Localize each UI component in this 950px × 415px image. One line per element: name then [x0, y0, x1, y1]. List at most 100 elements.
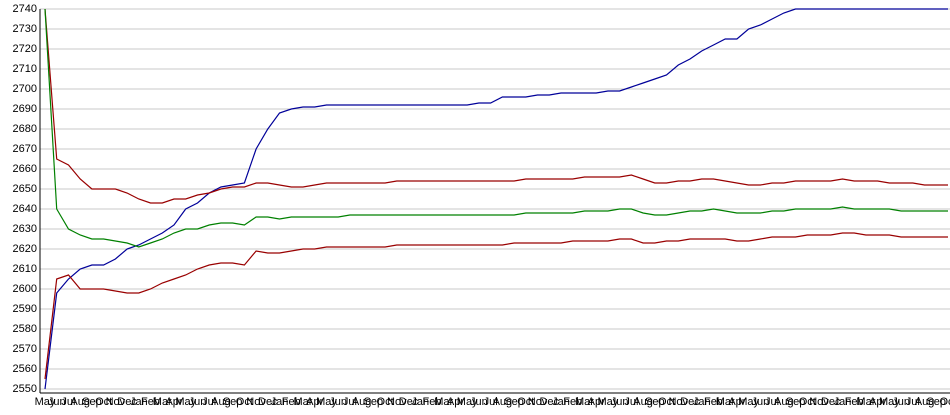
x-tick-label: May — [175, 396, 196, 408]
x-tick-label: Mar — [153, 396, 172, 408]
x-tick-label: Dec — [399, 396, 419, 408]
x-tick-label: Feb — [845, 396, 864, 408]
series-line — [44, 8, 948, 248]
x-tick-label: May — [316, 396, 337, 408]
x-tick-label: Apr — [447, 396, 464, 408]
x-tick-label: Jun — [611, 396, 629, 408]
x-tick-label: Sep — [82, 396, 102, 408]
x-tick-label: Jun — [329, 396, 347, 408]
x-tick-label: Jul — [624, 396, 638, 408]
x-tick-label: Aug — [211, 396, 231, 408]
x-tick-label: Dec — [680, 396, 700, 408]
x-tick-label: Oct — [658, 396, 675, 408]
x-tick-label: Mar — [434, 396, 453, 408]
x-tick-label: May — [598, 396, 619, 408]
x-tick-label: May — [35, 396, 56, 408]
x-tick-label: Apr — [588, 396, 605, 408]
x-tick-label: Jul — [343, 396, 357, 408]
y-tick-label: 2710 — [13, 63, 37, 75]
x-tick-label: Oct — [799, 396, 816, 408]
x-tick-label: Aug — [352, 396, 372, 408]
x-tick-label: Nov — [106, 396, 126, 408]
y-tick-label: 2720 — [13, 43, 37, 55]
x-tick-label: Feb — [423, 396, 442, 408]
y-tick-label: 2570 — [13, 343, 37, 355]
y-tick-label: 2600 — [13, 283, 37, 295]
x-tick-label: Jul — [484, 396, 498, 408]
x-tick-label: Nov — [387, 396, 407, 408]
x-tick-label: Aug — [70, 396, 90, 408]
y-tick-label: 2730 — [13, 23, 37, 35]
x-tick-label: Apr — [728, 396, 745, 408]
x-tick-label: Jul — [765, 396, 779, 408]
y-tick-label: 2690 — [13, 103, 37, 115]
y-tick-label: 2700 — [13, 83, 37, 95]
y-tick-label: 2670 — [13, 143, 37, 155]
y-tick-label: 2660 — [13, 163, 37, 175]
x-tick-label: May — [457, 396, 478, 408]
x-tick-label: May — [879, 396, 900, 408]
x-tick-label: Jul — [202, 396, 216, 408]
x-tick-label: Jun — [470, 396, 488, 408]
x-tick-label: Aug — [915, 396, 935, 408]
y-tick-label: 2680 — [13, 123, 37, 135]
x-tick-label: Apr — [869, 396, 886, 408]
x-tick-label: Apr — [306, 396, 323, 408]
x-tick-label: Dec — [821, 396, 841, 408]
y-tick-label: 2560 — [13, 363, 37, 375]
x-tick-label: Nov — [809, 396, 829, 408]
y-tick-label: 2550 — [13, 383, 37, 395]
x-tick-label: Sep — [504, 396, 524, 408]
y-tick-label: 2630 — [13, 223, 37, 235]
x-tick-label: Jan — [552, 396, 570, 408]
x-tick-label: Jan — [411, 396, 429, 408]
x-tick-label: Mar — [716, 396, 735, 408]
x-tick-label: Jan — [130, 396, 148, 408]
x-tick-label: Oct — [236, 396, 253, 408]
series-line — [44, 8, 948, 390]
x-tick-label: Jan — [834, 396, 852, 408]
x-tick-label: Sep — [364, 396, 384, 408]
x-tick-label: Feb — [282, 396, 301, 408]
y-tick-label: 2650 — [13, 183, 37, 195]
x-tick-label: Mar — [575, 396, 594, 408]
x-tick-label: Apr — [165, 396, 182, 408]
x-tick-label: Mar — [856, 396, 875, 408]
x-tick-label: Jun — [751, 396, 769, 408]
x-tick-label: Feb — [563, 396, 582, 408]
x-tick-label: Feb — [141, 396, 160, 408]
x-tick-label: Aug — [493, 396, 513, 408]
x-tick-label: Feb — [704, 396, 723, 408]
x-tick-label: Nov — [246, 396, 266, 408]
x-tick-label: Jan — [693, 396, 711, 408]
x-tick-label: Sep — [786, 396, 806, 408]
y-tick-label: 2620 — [13, 243, 37, 255]
x-tick-label: Oct — [939, 396, 950, 408]
y-tick-label: 2590 — [13, 303, 37, 315]
x-tick-label: Jun — [892, 396, 910, 408]
x-tick-label: Aug — [633, 396, 653, 408]
x-tick-label: Oct — [377, 396, 394, 408]
y-tick-label: 2580 — [13, 323, 37, 335]
x-tick-label: Jan — [271, 396, 289, 408]
series-line — [44, 232, 948, 380]
x-tick-label: Mar — [294, 396, 313, 408]
x-tick-label: Jul — [61, 396, 75, 408]
x-tick-label: Sep — [645, 396, 665, 408]
x-tick-label: Dec — [539, 396, 559, 408]
x-tick-label: Dec — [117, 396, 137, 408]
x-tick-label: Oct — [95, 396, 112, 408]
x-tick-label: Oct — [517, 396, 534, 408]
x-tick-label: Jul — [906, 396, 920, 408]
x-tick-label: Sep — [223, 396, 243, 408]
x-tick-label: Sep — [926, 396, 946, 408]
y-tick-label: 2640 — [13, 203, 37, 215]
x-tick-label: May — [738, 396, 759, 408]
y-tick-label: 2740 — [13, 3, 37, 15]
x-tick-label: Dec — [258, 396, 278, 408]
y-tick-label: 2610 — [13, 263, 37, 275]
series-line — [44, 8, 948, 204]
x-tick-label: Nov — [668, 396, 688, 408]
x-tick-label: Jun — [189, 396, 207, 408]
